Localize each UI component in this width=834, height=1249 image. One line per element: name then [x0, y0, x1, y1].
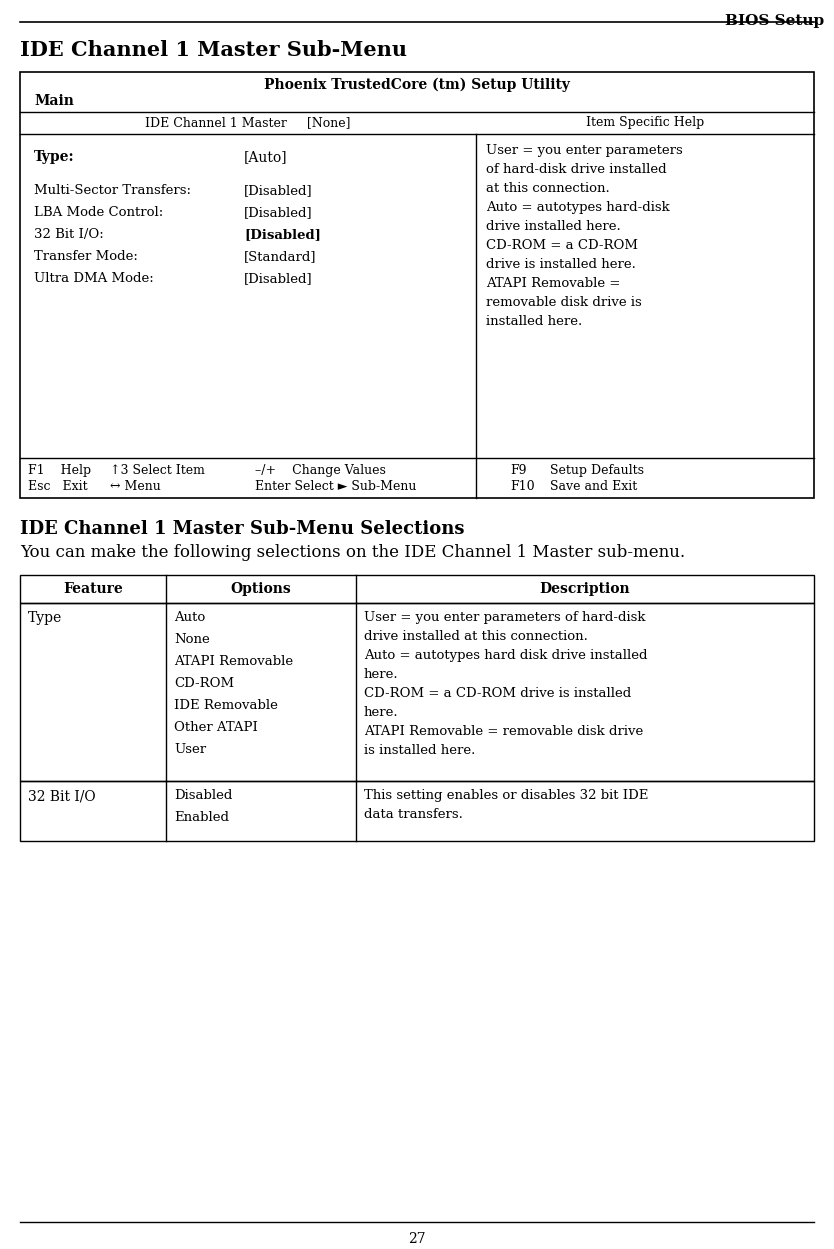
Text: Auto = autotypes hard-disk: Auto = autotypes hard-disk — [486, 201, 670, 214]
Text: F9: F9 — [510, 463, 526, 477]
Text: This setting enables or disables 32 bit IDE: This setting enables or disables 32 bit … — [364, 789, 648, 802]
Text: F10: F10 — [510, 480, 535, 493]
Text: removable disk drive is: removable disk drive is — [486, 296, 641, 309]
Text: here.: here. — [364, 706, 399, 719]
Text: [Disabled]: [Disabled] — [244, 272, 313, 285]
Text: [Disabled]: [Disabled] — [244, 229, 321, 241]
Text: drive installed here.: drive installed here. — [486, 220, 620, 234]
Text: drive installed at this connection.: drive installed at this connection. — [364, 629, 588, 643]
Text: None: None — [174, 633, 209, 646]
Text: –/+    Change Values: –/+ Change Values — [255, 463, 386, 477]
Text: 27: 27 — [408, 1232, 426, 1247]
Text: F1    Help: F1 Help — [28, 463, 91, 477]
Text: Item Specific Help: Item Specific Help — [585, 116, 704, 129]
Text: here.: here. — [364, 668, 399, 681]
Text: [Disabled]: [Disabled] — [244, 206, 313, 219]
Text: Setup Defaults: Setup Defaults — [550, 463, 644, 477]
Text: Description: Description — [540, 582, 631, 596]
Text: CD-ROM = a CD-ROM drive is installed: CD-ROM = a CD-ROM drive is installed — [364, 687, 631, 699]
Text: IDE Channel 1 Master Sub-Menu: IDE Channel 1 Master Sub-Menu — [20, 40, 407, 60]
Text: at this connection.: at this connection. — [486, 182, 610, 195]
Text: IDE Removable: IDE Removable — [174, 699, 278, 712]
Text: Esc   Exit: Esc Exit — [28, 480, 88, 493]
Text: Other ATAPI: Other ATAPI — [174, 721, 258, 734]
Text: Phoenix TrustedCore (tm) Setup Utility: Phoenix TrustedCore (tm) Setup Utility — [264, 77, 570, 92]
Text: ATAPI Removable = removable disk drive: ATAPI Removable = removable disk drive — [364, 724, 643, 738]
Text: Save and Exit: Save and Exit — [550, 480, 637, 493]
Text: Type: Type — [28, 611, 63, 624]
Text: Auto = autotypes hard disk drive installed: Auto = autotypes hard disk drive install… — [364, 649, 647, 662]
Text: ↔ Menu: ↔ Menu — [110, 480, 161, 493]
Text: Enter Select ► Sub-Menu: Enter Select ► Sub-Menu — [255, 480, 416, 493]
Text: You can make the following selections on the IDE Channel 1 Master sub-menu.: You can make the following selections on… — [20, 545, 685, 561]
Text: User = you enter parameters of hard-disk: User = you enter parameters of hard-disk — [364, 611, 646, 624]
Text: drive is installed here.: drive is installed here. — [486, 259, 636, 271]
Text: IDE Channel 1 Master Sub-Menu Selections: IDE Channel 1 Master Sub-Menu Selections — [20, 520, 465, 538]
Text: 32 Bit I/O: 32 Bit I/O — [28, 789, 96, 803]
Text: Ultra DMA Mode:: Ultra DMA Mode: — [34, 272, 153, 285]
Text: Auto: Auto — [174, 611, 205, 624]
Text: CD-ROM = a CD-ROM: CD-ROM = a CD-ROM — [486, 239, 638, 252]
Text: LBA Mode Control:: LBA Mode Control: — [34, 206, 163, 219]
Text: [Disabled]: [Disabled] — [244, 184, 313, 197]
Text: Enabled: Enabled — [174, 811, 229, 824]
Text: CD-ROM: CD-ROM — [174, 677, 234, 689]
Text: installed here.: installed here. — [486, 315, 582, 328]
Text: Type:: Type: — [34, 150, 74, 164]
Text: BIOS Setup: BIOS Setup — [725, 14, 824, 27]
Text: Disabled: Disabled — [174, 789, 233, 802]
Text: [Auto]: [Auto] — [244, 150, 288, 164]
Text: [Standard]: [Standard] — [244, 250, 316, 264]
Text: is installed here.: is installed here. — [364, 744, 475, 757]
Text: of hard-disk drive installed: of hard-disk drive installed — [486, 164, 666, 176]
Text: ↑3 Select Item: ↑3 Select Item — [110, 463, 205, 477]
Text: Multi-Sector Transfers:: Multi-Sector Transfers: — [34, 184, 191, 197]
Bar — [20, 603, 814, 781]
Text: Options: Options — [231, 582, 291, 596]
Text: User = you enter parameters: User = you enter parameters — [486, 144, 683, 157]
Text: User: User — [174, 743, 206, 756]
Text: ATAPI Removable: ATAPI Removable — [174, 654, 293, 668]
Text: ATAPI Removable =: ATAPI Removable = — [486, 277, 620, 290]
Bar — [20, 781, 814, 841]
Text: 32 Bit I/O:: 32 Bit I/O: — [34, 229, 103, 241]
Text: data transfers.: data transfers. — [364, 808, 463, 821]
Bar — [20, 72, 814, 498]
Text: Feature: Feature — [63, 582, 123, 596]
Text: Main: Main — [34, 94, 74, 107]
Text: IDE Channel 1 Master     [None]: IDE Channel 1 Master [None] — [145, 116, 351, 129]
Text: Transfer Mode:: Transfer Mode: — [34, 250, 138, 264]
Bar — [20, 575, 814, 603]
